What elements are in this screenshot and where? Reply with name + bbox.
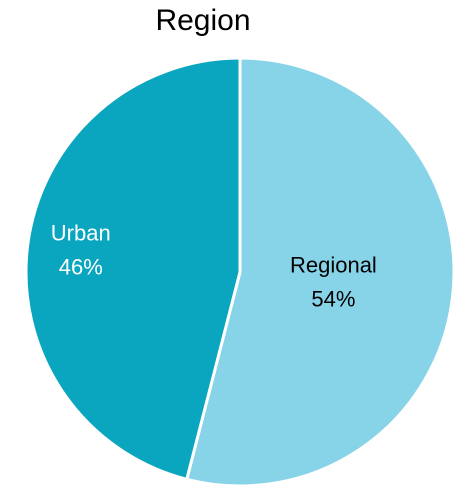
slice-label: Urban xyxy=(51,221,111,246)
slice-value-label: 46% xyxy=(59,255,103,280)
slice-label: Regional xyxy=(290,253,377,278)
chart-title: Region xyxy=(155,4,250,37)
pie-slice xyxy=(24,56,242,481)
pie-slice xyxy=(185,56,456,488)
slice-value-label: 54% xyxy=(311,287,355,312)
